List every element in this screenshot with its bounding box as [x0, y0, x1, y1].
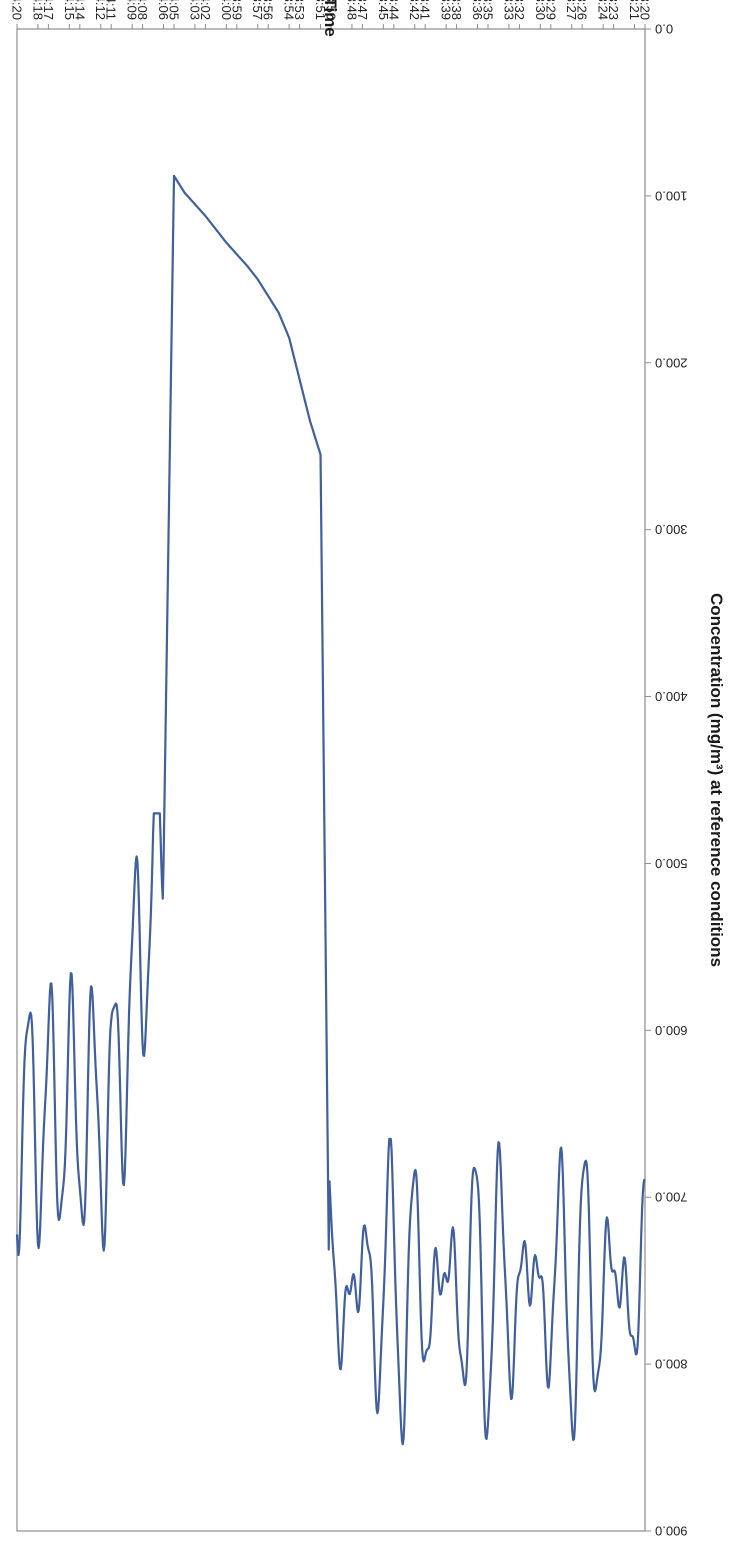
- x-tick-label: 13:29: [543, 0, 558, 20]
- x-tick-label: 14:17: [41, 0, 56, 20]
- x-tick-label: 13:47: [355, 0, 370, 20]
- x-tick-label: 13:56: [261, 0, 276, 20]
- x-tick-label: 14:02: [198, 0, 213, 20]
- x-tick-label: 13:26: [575, 0, 590, 20]
- x-tick-label: 13:24: [596, 0, 611, 20]
- x-tick-label: 13:51: [313, 0, 328, 20]
- x-tick-label: 13:59: [229, 0, 244, 20]
- x-tick-label: 13:23: [606, 0, 621, 20]
- x-tick-label: 14:08: [135, 0, 150, 20]
- y-axis-ticks: 0.0 100.0 200.0 300.0 400.0 500.0 600.0 700.0 80…: [645, 22, 688, 1539]
- y-tick-label: 600.0: [655, 1023, 688, 1038]
- x-tick-label: 13:36: [470, 0, 485, 20]
- y-tick-label: 500.0: [655, 856, 688, 871]
- x-tick-label: 13:57: [250, 0, 265, 20]
- x-tick-label: 14:03: [187, 0, 202, 20]
- y-axis-title: Concentration (mg/m³) at reference condi…: [707, 593, 726, 967]
- y-tick-label: 200.0: [655, 355, 688, 370]
- x-tick-label: 14:05: [166, 0, 181, 20]
- x-tick-label: 14:09: [125, 0, 140, 20]
- x-tick-label: 13:54: [282, 0, 297, 20]
- x-tick-label: 14:06: [156, 0, 171, 20]
- x-tick-label: 14:15: [62, 0, 77, 20]
- y-tick-label: 800.0: [655, 1357, 688, 1372]
- plot-area-frame: [16, 28, 646, 1532]
- y-tick-label: 300.0: [655, 522, 688, 537]
- x-tick-label: 13:48: [344, 0, 359, 20]
- x-tick-label: 14:18: [30, 0, 45, 20]
- x-tick-label: 13:45: [376, 0, 391, 20]
- x-tick-label: 14:12: [93, 0, 108, 20]
- x-tick-label: 13:38: [449, 0, 464, 20]
- x-tick-label: 13:39: [439, 0, 454, 20]
- y-tick-label: 900.0: [655, 1524, 688, 1539]
- x-tick-label: 13:27: [564, 0, 579, 20]
- x-tick-label: 13:35: [480, 0, 495, 20]
- y-tick-label: 700.0: [655, 1190, 688, 1205]
- x-tick-label: 13:44: [386, 0, 401, 20]
- x-tick-label: 13:20: [637, 0, 652, 20]
- x-tick-label: 14:20: [9, 0, 24, 20]
- concentration-series-line: [15, 174, 646, 1446]
- x-tick-label: 13:42: [407, 0, 422, 20]
- x-tick-label: 14:14: [72, 0, 87, 20]
- x-tick-label: 13:41: [418, 0, 433, 20]
- y-tick-label: 0.0: [655, 22, 673, 37]
- y-tick-label: 400.0: [655, 689, 688, 704]
- x-axis-title: Time: [321, 0, 340, 37]
- x-tick-label: 14:00: [219, 0, 234, 20]
- x-tick-label: 14:11: [104, 0, 119, 20]
- y-tick-label: 100.0: [655, 188, 688, 203]
- x-tick-label: 13:50: [323, 0, 338, 20]
- x-tick-label: 13:53: [292, 0, 307, 20]
- x-tick-label: 13:21: [627, 0, 642, 20]
- x-tick-label: 13:30: [533, 0, 548, 20]
- x-tick-label: 13:32: [512, 0, 527, 20]
- x-tick-label: 13:33: [501, 0, 516, 20]
